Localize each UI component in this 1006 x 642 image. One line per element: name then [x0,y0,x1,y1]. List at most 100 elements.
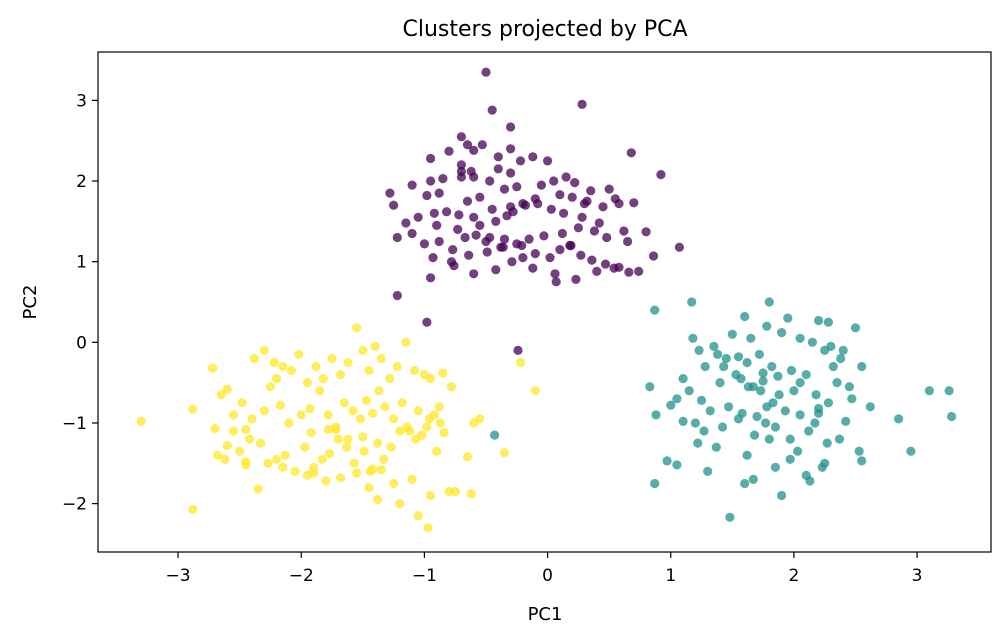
scatter-point-cluster-1 [801,370,811,380]
scatter-point-cluster-1 [719,361,729,372]
scatter-point-cluster-2 [386,442,396,452]
scatter-point-cluster-2 [352,468,362,478]
scatter-point-cluster-1 [724,402,734,412]
scatter-point-cluster-1 [662,456,672,466]
scatter-point-cluster-2 [222,440,232,451]
scatter-point-cluster-2 [228,410,239,420]
scatter-point-cluster-2 [376,465,386,475]
scatter-point-cluster-0 [471,230,481,240]
scatter-point-cluster-0 [456,166,466,176]
scatter-point-cluster-0 [475,192,485,202]
chart-title: Clusters projected by PCA [402,17,687,42]
scatter-point-cluster-0 [432,220,442,230]
scatter-point-cluster-2 [370,341,380,351]
scatter-point-cluster-1 [844,382,855,392]
scatter-point-cluster-0 [629,198,639,208]
x-tick-label: 0 [542,566,553,586]
scatter-point-cluster-0 [555,190,565,200]
scatter-point-cluster-2 [290,466,300,476]
x-tick-label: 2 [789,566,800,586]
scatter-point-cluster-0 [493,164,503,174]
scatter-point-cluster-2 [237,398,247,408]
scatter-point-cluster-2 [216,390,226,400]
scatter-point-cluster-0 [438,174,448,184]
y-tick-label: 2 [76,172,87,192]
scatter-point-cluster-1 [773,371,783,381]
scatter-point-cluster-2 [318,374,328,384]
scatter-point-cluster-0 [549,176,559,186]
scatter-point-cluster-2 [235,446,245,456]
scatter-point-cluster-2 [364,482,374,493]
scatter-point-cluster-2 [188,404,198,414]
scatter-point-cluster-1 [705,406,715,416]
scatter-point-cluster-0 [557,228,568,239]
scatter-point-cluster-0 [604,184,614,194]
x-tick-label: −3 [166,566,191,586]
scatter-point-cluster-2 [136,416,146,426]
scatter-point-cluster-0 [512,182,522,192]
scatter-point-cluster-0 [539,231,549,241]
scatter-point-cluster-0 [389,200,399,210]
scatter-point-cluster-2 [302,378,312,388]
scatter-point-cluster-0 [598,202,608,212]
scatter-point-cluster-0 [567,192,577,202]
scatter-point-cluster-2 [336,473,346,483]
scatter-point-cluster-0 [407,228,417,239]
x-tick-label: 1 [665,566,676,586]
scatter-point-cluster-0 [453,224,463,234]
scatter-point-cluster-2 [385,374,395,384]
scatter-point-cluster-0 [482,247,492,257]
scatter-point-cluster-1 [678,374,688,384]
scatter-point-cluster-2 [368,408,378,418]
x-axis-ticks: −3 −2 −1 0 1 2 3 [166,552,923,586]
scatter-point-cluster-2 [417,430,427,440]
scatter-point-cluster-2 [210,424,220,434]
x-tick-label: 3 [912,566,923,586]
scatter-point-cluster-2 [407,474,417,484]
y-axis-label: PC2 [20,285,41,320]
scatter-point-cluster-2 [286,365,296,376]
scatter-point-cluster-1 [947,411,957,422]
scatter-point-cluster-2 [515,357,526,368]
scatter-point-cluster-2 [343,357,353,368]
scatter-point-cluster-2 [352,323,362,333]
scatter-point-cluster-1 [721,353,731,364]
scatter-point-cluster-1 [850,323,861,333]
scatter-point-cluster-1 [733,414,744,424]
scatter-point-cluster-0 [508,207,518,217]
scatter-point-cluster-2 [278,361,288,372]
scatter-point-cluster-2 [275,400,285,410]
scatter-point-cluster-2 [249,353,259,364]
scatter-point-cluster-0 [506,168,516,178]
scatter-point-cluster-1 [820,458,830,468]
scatter-point-cluster-2 [389,414,399,424]
scatter-point-cluster-1 [789,386,799,396]
scatter-point-cluster-1 [786,365,797,376]
scatter-point-cluster-0 [623,236,633,247]
scatter-point-cluster-2 [272,454,282,464]
scatter-point-cluster-0 [449,261,459,271]
scatter-point-cluster-1 [711,442,721,452]
y-tick-label: 0 [76,333,87,353]
scatter-point-cluster-2 [272,374,282,384]
scatter-point-cluster-2 [446,382,457,392]
scatter-point-cluster-2 [280,450,290,460]
scatter-point-cluster-2 [339,398,349,408]
scatter-point-cluster-1 [650,305,660,315]
scatter-point-cluster-2 [241,460,251,470]
scatter-point-cluster-1 [847,394,857,404]
scatter-point-cluster-2 [410,365,420,376]
scatter-point-cluster-2 [323,410,333,420]
scatter-point-cluster-1 [770,462,781,472]
scatter-point-cluster-2 [395,426,405,436]
scatter-point-cluster-1 [780,406,790,416]
scatter-point-cluster-1 [713,349,723,359]
scatter-point-cluster-0 [401,218,411,228]
scatter-point-cluster-0 [462,196,473,206]
scatter-point-cluster-1 [841,416,851,426]
scatter-point-cluster-2 [212,450,223,460]
scatter-point-cluster-1 [838,345,848,355]
scatter-point-cluster-0 [533,199,543,209]
scatter-point-cluster-2 [263,458,273,468]
points-layer [136,67,957,533]
